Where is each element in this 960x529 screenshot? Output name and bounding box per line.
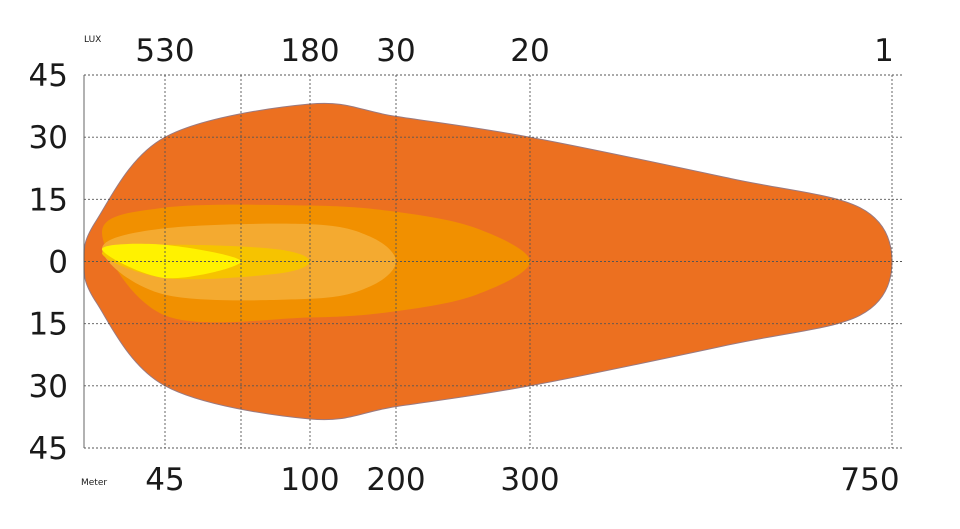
lux-tick-label-20: 20 — [510, 33, 549, 69]
grid-lines — [83, 74, 903, 449]
meter-tick-label-100: 100 — [280, 462, 339, 498]
lux-tick-label-30: 30 — [376, 33, 415, 69]
y-tick-label-5: 30 — [29, 369, 68, 405]
beam-areas — [83, 102, 893, 421]
y-tick-label-6: 45 — [29, 431, 68, 467]
meter-tick-label-750: 750 — [840, 462, 899, 498]
lux-tick-label-1: 1 — [874, 33, 894, 69]
lux-tick-label-530: 530 — [135, 33, 194, 69]
beam-area-530-lux — [102, 243, 241, 279]
y-tick-label-2: 15 — [29, 182, 68, 218]
lux-axis-label: LUX — [84, 35, 101, 45]
y-tick-label-3: 0 — [48, 245, 68, 281]
meter-tick-label-45: 45 — [145, 462, 184, 498]
lux-tick-label-180: 180 — [280, 33, 339, 69]
y-tick-label-1: 30 — [29, 120, 68, 156]
meter-tick-label-300: 300 — [500, 462, 559, 498]
axis-labels: LUX Meter 45 30 15 0 15 30 45 530 180 30 20 1 45 100 2… — [29, 33, 900, 498]
y-tick-label-4: 15 — [29, 307, 68, 343]
meter-tick-label-200: 200 — [366, 462, 425, 498]
meter-axis-label: Meter — [81, 478, 107, 488]
y-tick-label-0: 45 — [29, 58, 68, 94]
